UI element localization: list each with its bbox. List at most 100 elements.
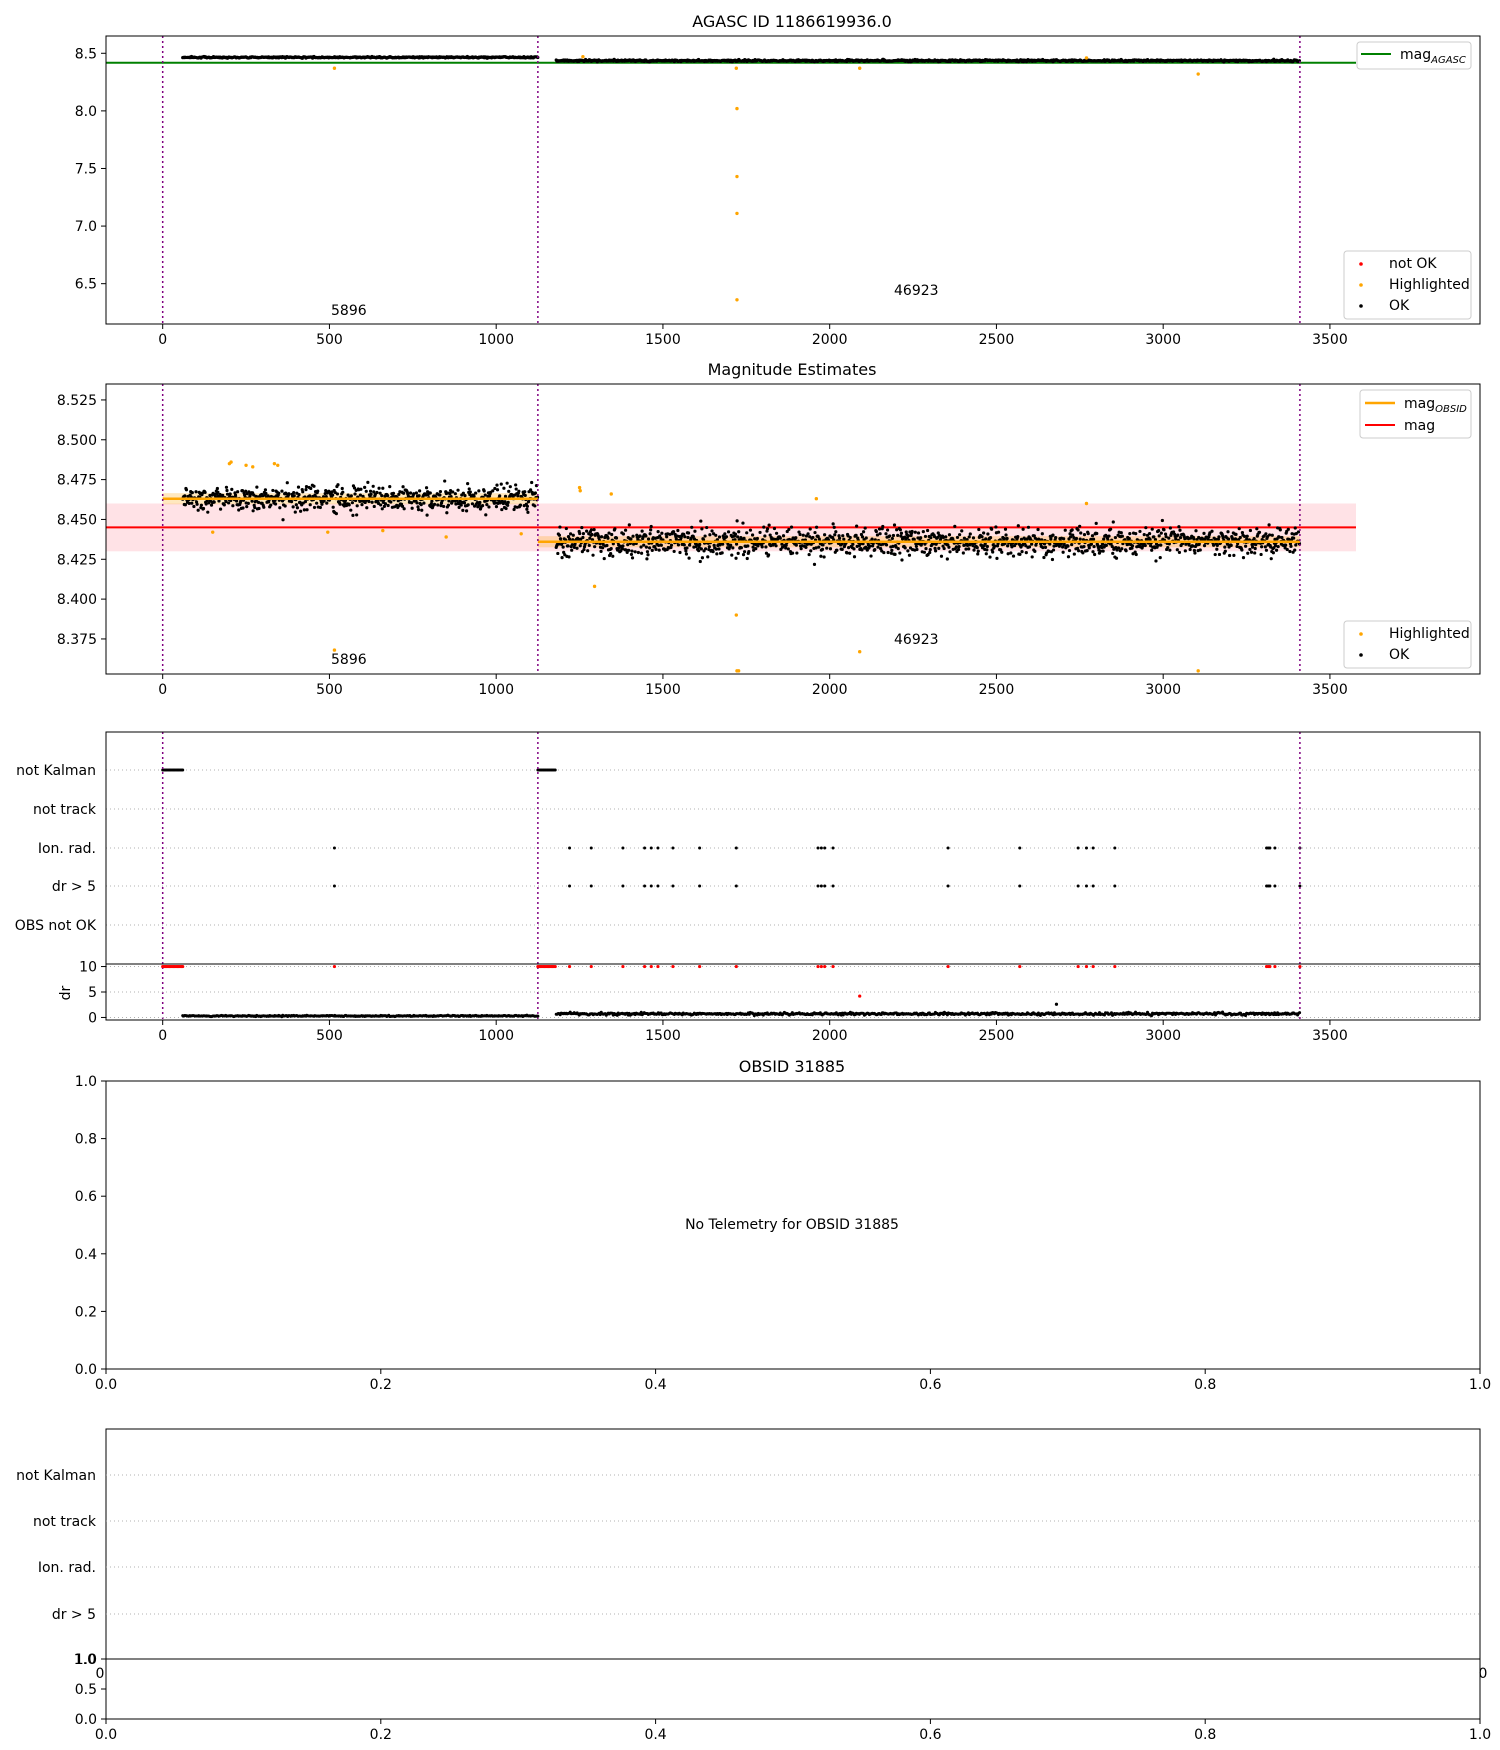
ok-point <box>466 503 470 507</box>
ok-point <box>1098 549 1103 553</box>
ok-point <box>860 535 865 539</box>
ok-point <box>736 551 740 556</box>
ok-point <box>315 501 319 505</box>
dr-ok-point <box>1102 1013 1106 1017</box>
ok-point <box>412 492 416 496</box>
ok-point <box>878 532 882 536</box>
ok-point <box>514 487 518 491</box>
dr-gt-5-point <box>823 884 827 888</box>
ok-point <box>823 533 827 537</box>
ok-point <box>988 535 993 540</box>
ok-point <box>1062 537 1066 541</box>
dr-extra-point <box>858 994 862 998</box>
magnitude-obsid-labels: 5896 46923 <box>331 632 939 668</box>
ok-point <box>1268 533 1272 537</box>
ok-point <box>578 544 582 548</box>
ok-point <box>312 505 317 510</box>
ok-point <box>861 530 866 534</box>
ok-point <box>388 485 392 489</box>
ok-point <box>1215 543 1219 547</box>
ok-point <box>630 556 635 560</box>
ok-point <box>848 535 852 540</box>
ok-point <box>253 505 257 510</box>
ok-point <box>557 542 561 546</box>
ok-point <box>736 535 740 539</box>
obsid-title: OBSID 31885 <box>739 1057 845 1076</box>
ok-point <box>808 527 812 531</box>
ok-point <box>717 547 721 551</box>
ok-point <box>913 530 917 534</box>
dr-gt-5-point <box>946 884 950 888</box>
ok-point <box>190 491 194 495</box>
ok-point <box>1286 527 1290 531</box>
ok-point <box>1072 552 1076 556</box>
agasc-panel: AGASC ID 1186619936.0 0 500 1000 1500 2000 25… <box>75 12 1481 348</box>
dr-not-ok-point <box>816 964 820 969</box>
x-tick-label: 1500 <box>645 682 681 698</box>
ok-point <box>281 518 285 522</box>
ok-point <box>586 549 590 553</box>
ok-point <box>397 492 401 497</box>
ok-point <box>1241 556 1246 560</box>
ion-rad-point <box>1091 846 1095 850</box>
ok-point <box>1223 549 1227 553</box>
ok-point <box>592 528 596 532</box>
ok-point <box>936 531 940 535</box>
ok-point <box>1085 548 1089 553</box>
ok-point <box>569 532 573 536</box>
dr-gt-5-point <box>831 884 835 888</box>
highlighted-point <box>276 463 280 467</box>
ok-point <box>442 504 446 509</box>
ok-point <box>508 485 512 489</box>
x-tick-label: 3000 <box>1145 332 1181 348</box>
highlighted-point <box>734 66 739 70</box>
ok-point <box>976 549 980 553</box>
ok-point <box>1095 531 1099 536</box>
ok-point <box>349 494 353 498</box>
ok-point <box>621 532 626 536</box>
ok-point <box>558 525 562 529</box>
ok-point <box>968 532 972 536</box>
ok-point <box>322 499 326 503</box>
ok-point <box>742 536 746 540</box>
ok-point <box>209 503 214 507</box>
ok-point <box>807 542 811 546</box>
ion-rad-point <box>643 846 647 850</box>
ok-point <box>203 490 207 495</box>
ok-point <box>606 536 610 540</box>
ok-point <box>685 546 689 550</box>
agasc-plot-area <box>106 36 1356 324</box>
ok-point <box>999 548 1003 552</box>
ok-point <box>1225 542 1230 546</box>
ok-point <box>1030 542 1034 546</box>
ok-point <box>428 491 432 495</box>
ok-point <box>715 552 719 556</box>
ion-rad-point <box>1076 846 1080 850</box>
ok-point <box>937 546 941 550</box>
ok-point <box>982 531 986 535</box>
ok-point <box>944 535 948 539</box>
x-tick-label: 1000 <box>478 332 514 348</box>
ok-point <box>294 503 298 507</box>
ok-point <box>1000 550 1004 554</box>
ok-point <box>470 502 475 506</box>
ok-point <box>991 550 995 554</box>
ok-point <box>837 534 841 538</box>
ok-point <box>915 547 919 552</box>
flag-label-dr-gt-5: dr > 5 <box>52 879 96 895</box>
ok-point <box>813 530 817 535</box>
ok-point <box>562 550 566 554</box>
ok-point <box>686 535 690 540</box>
dr-not-ok-point <box>553 964 557 969</box>
dr-not-ok-point <box>1273 964 1277 969</box>
highlighted-point <box>736 669 741 673</box>
ok-point <box>380 507 384 511</box>
ok-point <box>589 528 594 532</box>
ok-point <box>1075 546 1080 550</box>
dr-not-ok-point <box>649 964 653 969</box>
ok-point <box>190 501 194 505</box>
ok-point <box>640 529 644 533</box>
ok-point <box>1292 536 1296 540</box>
ok-point <box>366 480 370 484</box>
